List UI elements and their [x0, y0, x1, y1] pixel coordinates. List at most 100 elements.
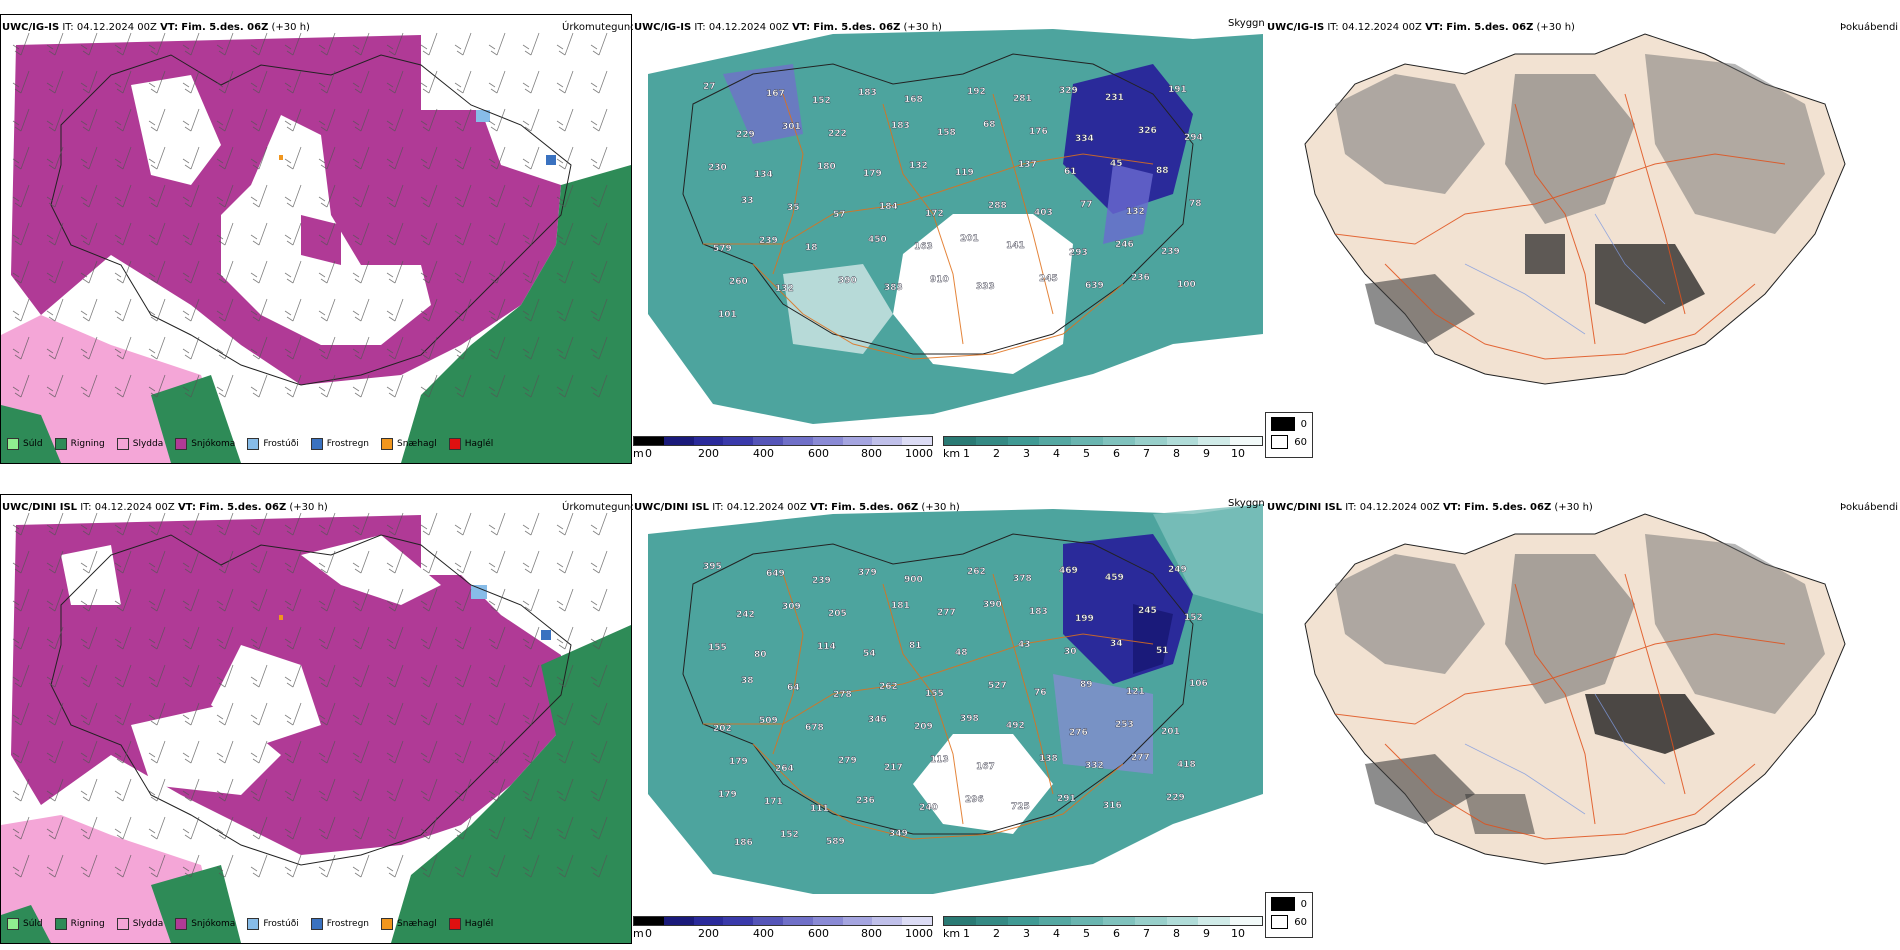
wind-barb [148, 740, 166, 764]
ceiling-label: 179 [718, 790, 737, 800]
wind-barb [12, 298, 30, 322]
wind-barb [318, 778, 336, 802]
ceiling-label: 492 [1006, 721, 1025, 731]
wind-barb [284, 222, 302, 246]
wind-barb [454, 512, 472, 536]
ceiling-label: 179 [863, 169, 882, 179]
ceiling-label: 54 [863, 649, 876, 659]
wind-barb [182, 108, 200, 132]
wind-barb [522, 588, 540, 612]
ceiling-label: 183 [858, 88, 877, 98]
wind-barb [148, 146, 166, 170]
legend-swatch [448, 918, 461, 930]
valid-label: VT: [1425, 22, 1444, 33]
wind-barb [12, 740, 30, 764]
issue-time: IT: 04.12.2024 00Z [1327, 22, 1422, 33]
valid-label: VT: [1442, 502, 1461, 513]
ceiling-label: 141 [1006, 241, 1025, 251]
wind-barb [216, 108, 234, 132]
wind-barb [284, 740, 302, 764]
wind-barb [46, 816, 64, 840]
ceiling-label: 398 [960, 714, 979, 724]
wind-barb [386, 298, 404, 322]
wind-barb [284, 816, 302, 840]
wind-barb [182, 778, 200, 802]
ceiling-unit: m [633, 927, 644, 940]
ceiling-label: 450 [868, 235, 887, 245]
wind-barb [556, 550, 574, 574]
wind-barb [454, 222, 472, 246]
wind-barb [590, 222, 608, 246]
lead-time: (+30 h) [289, 502, 328, 513]
wind-barb [182, 702, 200, 726]
valid-label: VT: [160, 22, 179, 33]
wind-barb [352, 184, 370, 208]
wind-barb [488, 778, 506, 802]
ceiling-label: 134 [754, 170, 773, 180]
legend-label: Frostúði [263, 919, 299, 929]
ceiling-label: 121 [1126, 687, 1145, 697]
ceiling-label: 191 [1168, 85, 1187, 95]
wind-barb [556, 626, 574, 650]
wind-barb [250, 816, 268, 840]
issue-time: IT: 04.12.2024 00Z [1345, 502, 1440, 513]
wind-barb [454, 550, 472, 574]
wind-barb [148, 816, 166, 840]
ceiling-label: 390 [838, 276, 857, 286]
visibility-unit: km [943, 447, 961, 460]
wind-barb [420, 816, 438, 840]
wind-barb [386, 854, 404, 878]
wind-barb [284, 298, 302, 322]
wind-barb [80, 70, 98, 94]
wind-barb [80, 260, 98, 284]
wind-barb [216, 550, 234, 574]
visibility-tick: 8 [1173, 447, 1180, 460]
wind-barb [114, 854, 132, 878]
fog-panel-bottom [1265, 494, 1900, 944]
wind-barb [148, 184, 166, 208]
wind-barb [522, 298, 540, 322]
legend-label: Slydda [132, 919, 164, 929]
ceiling-label: 201 [1161, 727, 1180, 737]
fog-map-top [1265, 14, 1900, 464]
wind-barb [522, 816, 540, 840]
wind-barb [182, 374, 200, 398]
ceiling-label: 277 [1131, 753, 1150, 763]
wind-barb [590, 816, 608, 840]
wind-barb [556, 702, 574, 726]
wind-barb [454, 70, 472, 94]
wind-barb [590, 626, 608, 650]
wind-barb [318, 260, 336, 284]
visibility-unit: km [943, 927, 961, 940]
valid-time: Fim. 5.des. 06Z [1446, 22, 1534, 33]
wind-barb [182, 854, 200, 878]
ceiling-label: 403 [1034, 208, 1053, 218]
wind-barb [148, 854, 166, 878]
wind-barb [556, 740, 574, 764]
legend-label: Snjókoma [191, 919, 236, 929]
wind-barb [522, 336, 540, 360]
wind-barb [250, 626, 268, 650]
ceiling-label: 176 [1029, 127, 1048, 137]
wind-barb [522, 778, 540, 802]
wind-barb [352, 336, 370, 360]
ceiling-label: 64 [787, 683, 800, 693]
wind-barb [318, 512, 336, 536]
wind-barb [420, 740, 438, 764]
wind-barb [386, 108, 404, 132]
wind-barb [522, 740, 540, 764]
wind-barb [488, 512, 506, 536]
ceiling-label: 155 [708, 643, 727, 653]
wind-barb [556, 854, 574, 878]
wind-barb [46, 32, 64, 56]
wind-barb [386, 626, 404, 650]
wind-barb [12, 702, 30, 726]
legend-item: Frostúði [247, 918, 299, 930]
legend-item: Súld [7, 918, 43, 930]
wind-barb [556, 512, 574, 536]
ceiling-label: 236 [856, 796, 875, 806]
wind-barb [182, 336, 200, 360]
legend-item: Frostregn [310, 918, 369, 930]
wind-barb [318, 816, 336, 840]
wind-barb [250, 588, 268, 612]
